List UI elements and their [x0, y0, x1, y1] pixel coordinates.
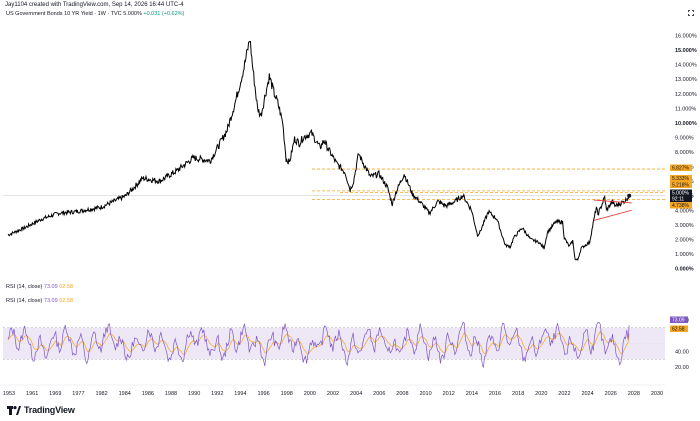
expand-icon[interactable] — [688, 10, 694, 16]
price-change: +0.031 (+0.62%) — [143, 11, 185, 17]
price-tick-label: 3.000% — [675, 223, 694, 229]
time-tick-label: 2022 — [558, 391, 570, 397]
price-tag-bg — [670, 181, 692, 188]
rsi-tick-label: 20.00 — [675, 365, 689, 371]
logo-text: TradingView — [24, 405, 75, 415]
rsi-legend-2: RSI (14, close) 73.09 62.58 — [6, 298, 73, 304]
time-tick-label: 1996 — [257, 391, 269, 397]
price-tag-label: 6.827% — [672, 166, 690, 172]
rsi-value: 73.09 — [43, 284, 58, 290]
time-tick-label: 2030 — [651, 391, 663, 397]
last-price: 5.000% — [123, 11, 142, 17]
time-tick-label: 2006 — [373, 391, 385, 397]
price-tick-label: 0.000% — [675, 267, 694, 273]
upper-trendline — [593, 199, 632, 204]
time-tick-label: 2010 — [419, 391, 431, 397]
yield-line — [7, 40, 630, 261]
time-tick-label: 2012 — [443, 391, 455, 397]
time-tick-label: 1961 — [26, 391, 38, 397]
price-tick-label: 14.000% — [675, 63, 697, 69]
price-tick-label: 11.000% — [675, 106, 696, 112]
rsi-value: 73.09 — [43, 298, 58, 304]
price-tick-label: 1.000% — [675, 252, 694, 258]
time-tick-label: 2014 — [466, 391, 478, 397]
trend-lines — [593, 199, 632, 221]
last-price-marker — [627, 193, 632, 198]
rsi-tag-bg — [670, 325, 688, 332]
tradingview-logo: TradingView — [7, 405, 75, 415]
time-tick-label: 1992 — [211, 391, 223, 397]
price-tag-bg — [670, 189, 692, 196]
price-tick-label: 4.000% — [675, 208, 694, 214]
rsi-ma-line — [7, 330, 630, 356]
time-axis: 1953 1961 1969 1977 1982 1984 1986 1988 1990 1992… — [0, 384, 665, 397]
symbol-name: US Government Bonds 10 YR Yield · 1W · T… — [6, 11, 122, 17]
rsi-legend-1: RSI (14, close) 73.09 62.58 — [6, 284, 73, 290]
price-tick-label: 16.000% — [675, 34, 697, 40]
price-tick-label: 10.000% — [675, 121, 697, 127]
price-tag-bg — [670, 164, 692, 171]
time-tick-label: 1988 — [165, 391, 177, 397]
time-tick-label: 2004 — [350, 391, 362, 397]
price-tick-label: 15.000% — [675, 48, 697, 54]
symbol-title: US Government Bonds 10 YR Yield · 1W · T… — [6, 11, 184, 17]
rsi-tag-bg — [670, 316, 688, 323]
time-tick-label: 1998 — [281, 391, 293, 397]
time-tick-label: 2028 — [628, 391, 640, 397]
price-tag-label: 5.218% — [672, 183, 690, 189]
rsi-tick-label: 40.00 — [675, 349, 689, 355]
time-tick-label: 2008 — [396, 391, 408, 397]
price-tick-label: 2.000% — [675, 237, 694, 243]
price-tag-bg — [670, 195, 692, 202]
attribution-text: Jay1104 created with TradingView.com, Se… — [5, 2, 184, 8]
price-tick-label: 8.000% — [675, 150, 694, 156]
price-tag-label: 4.738% — [672, 203, 690, 209]
price-tag-bg — [670, 202, 692, 209]
price-tag-bg — [670, 175, 692, 182]
price-tick-label: 12.000% — [675, 92, 697, 98]
time-tick-label: 2024 — [581, 391, 593, 397]
time-tick-label: 1986 — [142, 391, 154, 397]
rsi-ma-value: 62.58 — [59, 298, 73, 304]
tradingview-logo-icon — [7, 405, 21, 415]
price-series — [7, 40, 632, 261]
rsi-ma-value: 62.58 — [59, 284, 73, 290]
price-tick-label: 9.000% — [675, 135, 694, 141]
level-lines — [312, 168, 665, 200]
price-tag-label: 5.333% — [672, 176, 690, 182]
price-tag-label: 92:11 — [672, 197, 684, 203]
time-tick-label: 1977 — [72, 391, 84, 397]
time-tick-label: 2016 — [489, 391, 501, 397]
time-tick-label: 2018 — [512, 391, 524, 397]
price-tick-label: 13.000% — [675, 77, 697, 83]
time-tick-label: 2026 — [605, 391, 617, 397]
rsi-panel — [3, 321, 665, 368]
rsi-tag-label: 62.58 — [672, 327, 685, 333]
lower-trendline — [593, 209, 632, 221]
rsi-label: RSI (14, close) — [6, 284, 43, 290]
time-tick-label: 2002 — [327, 391, 339, 397]
price-axis: 16.000% 15.000% 14.000% 13.000% 12.000% 11.00… — [670, 34, 697, 273]
rsi-line — [7, 321, 630, 368]
price-tag-label: 5.000% — [672, 191, 690, 197]
time-tick-label: 2000 — [304, 391, 316, 397]
rsi-tag-label: 73.09 — [672, 318, 685, 324]
time-tick-label: 1984 — [119, 391, 131, 397]
time-tick-label: 1969 — [49, 391, 61, 397]
time-tick-label: 1982 — [95, 391, 107, 397]
time-tick-label: 1990 — [188, 391, 200, 397]
time-tick-label: 1994 — [234, 391, 246, 397]
rsi-label: RSI (14, close) — [6, 298, 43, 304]
time-tick-label: 2020 — [535, 391, 547, 397]
time-tick-label: 1953 — [3, 391, 15, 397]
